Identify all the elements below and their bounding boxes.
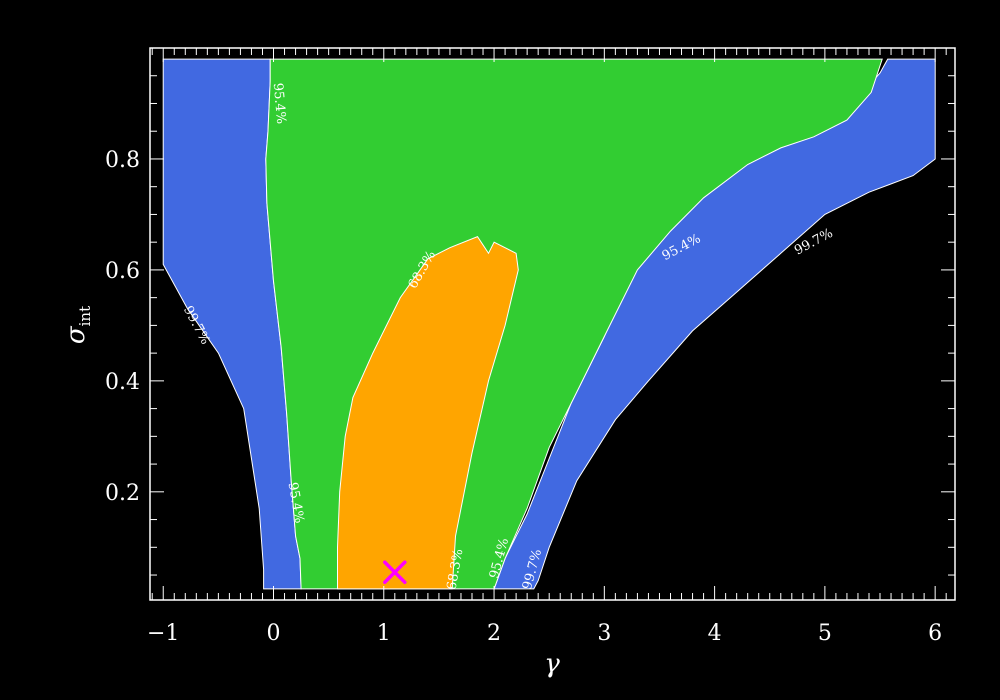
x-tick-label-7: 6 [928, 621, 942, 646]
y-tick-label-3: 0.8 [105, 148, 140, 173]
y-tick-label-0: 0.2 [105, 481, 140, 506]
contour-label-0: 95.4% [270, 82, 289, 124]
best-fit-marker [383, 560, 407, 585]
svg-text:σint: σint [61, 306, 94, 344]
x-tick-label-1: 0 [267, 621, 281, 646]
region-68-3pct-3 [337, 235, 519, 590]
plot-frame [149, 47, 956, 601]
y-tick-label-1: 0.4 [105, 370, 140, 395]
contour-label-2: 95.4% [285, 481, 307, 524]
x-axis-label: γ [544, 649, 560, 679]
x-tick-label-6: 5 [818, 621, 832, 646]
axis-ticks [150, 47, 955, 600]
y-axis-label: σint [61, 306, 94, 344]
y-axis-label-subscript: int [76, 306, 94, 327]
y-axis-label-symbol: σ [61, 325, 91, 344]
x-tick-label-2: 1 [377, 621, 391, 646]
x-tick-label-3: 2 [487, 621, 501, 646]
x-tick-label-5: 4 [708, 621, 722, 646]
confidence-regions [162, 58, 936, 590]
y-tick-labels: 0.2 0.4 0.6 0.8 [105, 148, 140, 506]
y-tick-label-2: 0.6 [105, 259, 140, 284]
x-tick-labels: −1 0 1 2 3 4 5 6 [147, 621, 942, 646]
best-fit-marker-stroke-2 [383, 560, 407, 585]
contour-label-4: 68.3% [444, 548, 466, 591]
x-tick-label-0: −1 [147, 621, 179, 646]
x-tick-label-4: 3 [597, 621, 611, 646]
